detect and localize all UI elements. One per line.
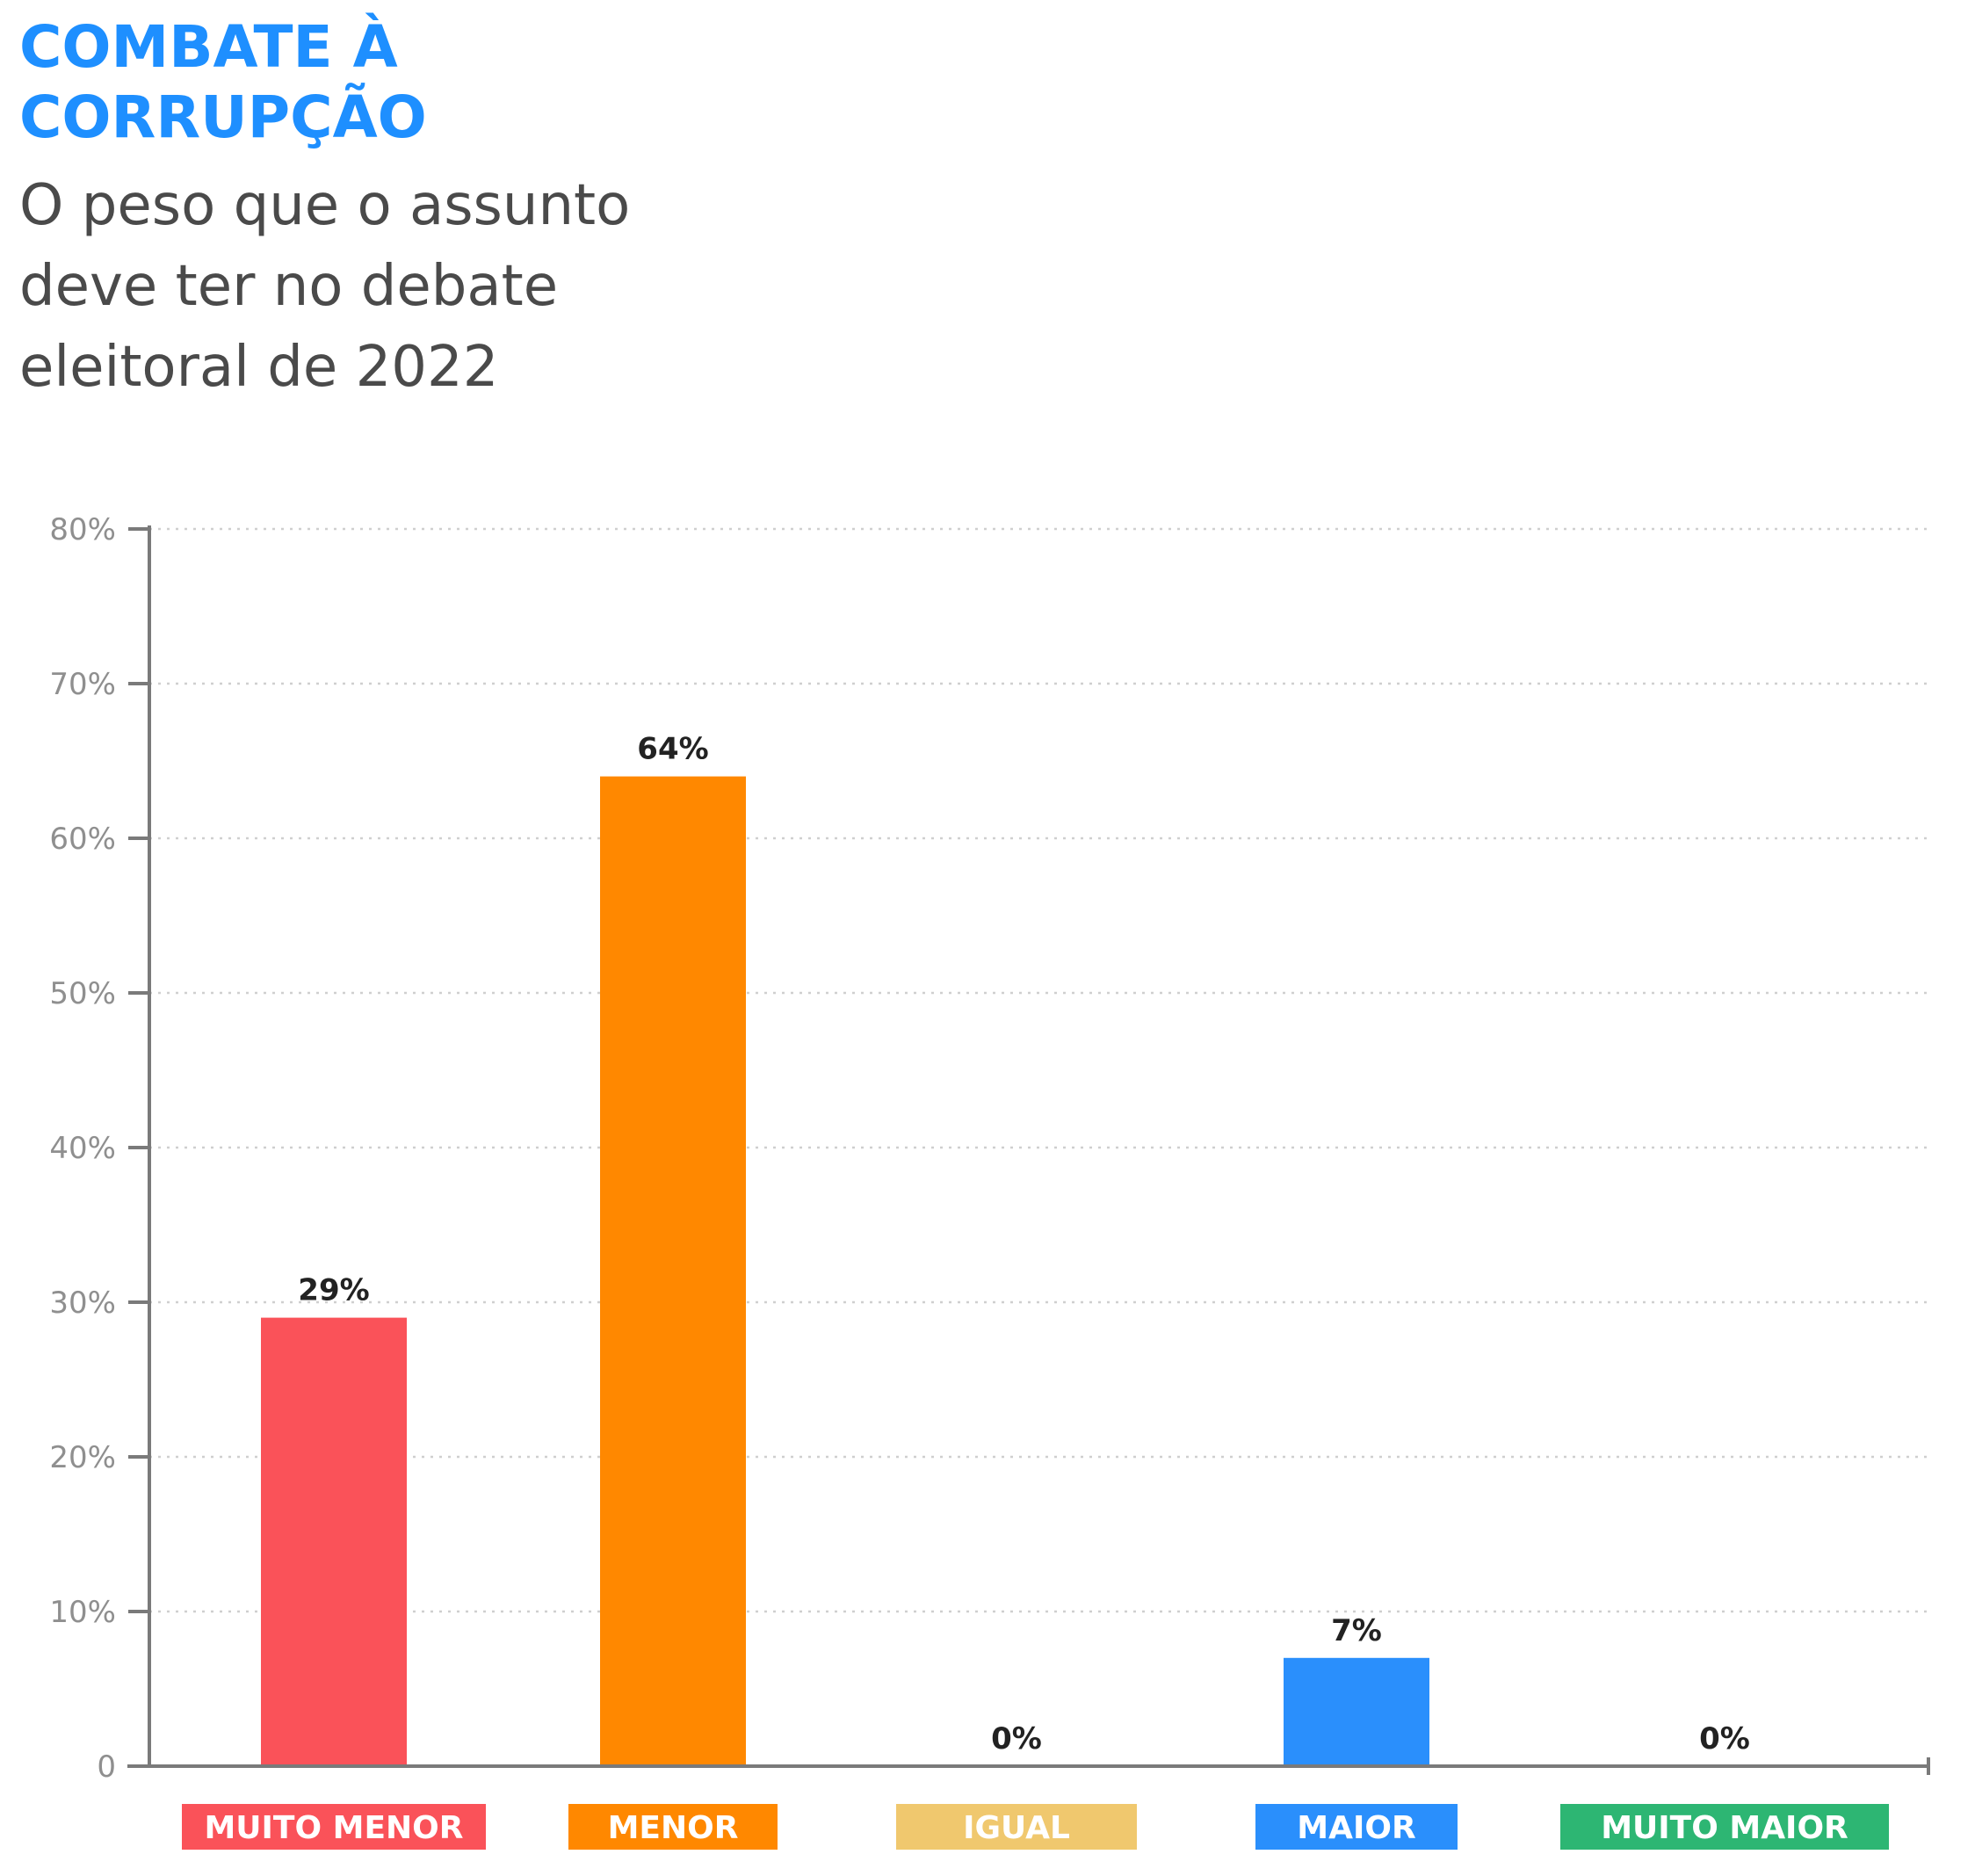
- category-label: MUITO MAIOR: [1601, 1810, 1848, 1846]
- data-label: 7%: [1331, 1613, 1382, 1648]
- category-badge: [568, 1804, 778, 1850]
- data-label: 0%: [1699, 1721, 1750, 1756]
- data-label: 0%: [991, 1721, 1042, 1756]
- bar: [600, 776, 746, 1766]
- bar: [261, 1317, 407, 1766]
- data-label: 64%: [637, 732, 708, 767]
- gridlines: [149, 527, 1928, 1613]
- bars: [261, 776, 1429, 1766]
- data-label: 29%: [298, 1273, 369, 1308]
- y-tick-label: 40%: [49, 1131, 116, 1166]
- category-badge: [182, 1804, 486, 1850]
- y-tick-label: 0: [97, 1749, 116, 1785]
- category-badge: [1255, 1804, 1458, 1850]
- category-badge: [896, 1804, 1137, 1850]
- y-tick-label: 80%: [49, 512, 116, 547]
- y-tick-label: 50%: [49, 976, 116, 1011]
- category-label: MENOR: [608, 1810, 739, 1846]
- category-label: MAIOR: [1297, 1810, 1415, 1846]
- y-tick-label: 30%: [49, 1286, 116, 1321]
- chart-title: COMBATE À CORRUPÇÃO: [19, 13, 427, 151]
- y-tick-label: 60%: [49, 822, 116, 857]
- y-tick-label: 20%: [49, 1440, 116, 1475]
- category-badge: [1560, 1804, 1889, 1850]
- data-labels: 29% 64% 0% 7% 0%: [298, 732, 1750, 1756]
- category-labels: MUITO MENOR MENOR IGUAL MAIOR MUITO MAIOR: [182, 1804, 1889, 1850]
- y-axis-ticks: 0 10% 20% 30% 40% 50% 60% 70% 80%: [49, 512, 149, 1785]
- category-label: IGUAL: [963, 1810, 1070, 1846]
- chart-subtitle: O peso que o assunto deve ter no debate …: [19, 173, 631, 400]
- bar: [1284, 1657, 1429, 1766]
- category-label: MUITO MENOR: [204, 1810, 463, 1846]
- y-tick-label: 70%: [49, 667, 116, 702]
- y-tick-label: 10%: [49, 1595, 116, 1630]
